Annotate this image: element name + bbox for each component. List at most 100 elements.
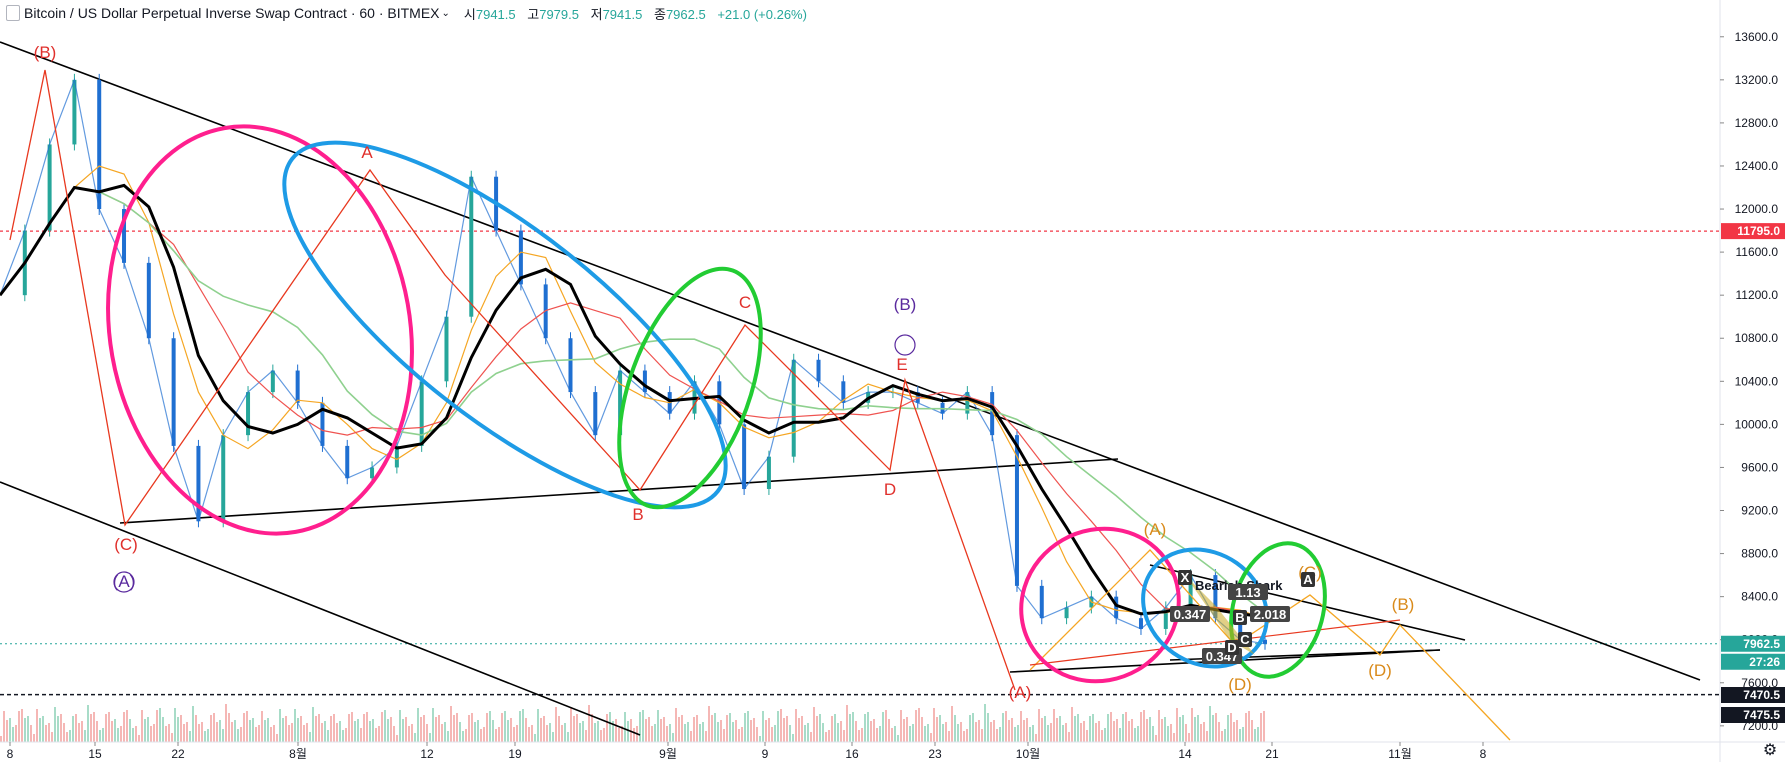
change-value: +21.0 (+0.26%) (717, 6, 807, 22)
pattern-point (1301, 572, 1315, 587)
volume-bar (162, 717, 164, 742)
volume-bar (774, 725, 776, 742)
volume-bar (1200, 724, 1202, 742)
volume-bar (1002, 713, 1004, 742)
volume-bar (753, 718, 755, 742)
volume-bar (321, 723, 323, 742)
volume-bar (339, 721, 341, 742)
x-tick-label: 15 (88, 747, 102, 761)
gear-icon[interactable]: ⚙ (1762, 742, 1778, 759)
volume-bar (876, 728, 878, 742)
volume-bar (84, 730, 86, 742)
volume-bar (597, 721, 599, 742)
ma-black (0, 183, 1266, 619)
volume-bar (51, 732, 53, 742)
pattern-point (1233, 610, 1247, 625)
volume-bar (300, 716, 302, 742)
volume-bar (243, 713, 245, 742)
volume-bar (567, 732, 569, 742)
volume-bar (792, 734, 794, 742)
volume-bar (156, 710, 158, 742)
price-axis[interactable]: 13600.0 13200.0 12800.0 12400.0 12000.0 11600… (1719, 0, 1785, 762)
volume-bar (24, 718, 26, 742)
volume-bar (378, 726, 380, 742)
ratio-label: 2.018 (1254, 607, 1287, 622)
volume-bar (828, 730, 830, 742)
pattern-point-label: A (1303, 572, 1313, 587)
volume-bar (246, 711, 248, 742)
volume-bar (1224, 729, 1226, 742)
volume-bar (240, 727, 242, 742)
symbol-icon[interactable] (6, 5, 20, 21)
y-tick-label: 12400.0 (1735, 159, 1779, 173)
wave-label: D (884, 480, 896, 499)
volume-bar (1260, 713, 1262, 742)
volume-bar (267, 718, 269, 742)
volume-bar (714, 713, 716, 742)
volume-bar (1131, 719, 1133, 742)
volume-bar (1014, 727, 1016, 742)
volume-bar (429, 733, 431, 742)
volume-bar (1143, 710, 1145, 742)
volume-bar (1125, 712, 1127, 742)
chevron-down-icon[interactable]: ⌄ (441, 7, 450, 19)
candle-body (1138, 618, 1143, 629)
wave-label: C (739, 293, 751, 312)
volume-bar (330, 716, 332, 742)
wave-label: (A) (1144, 520, 1167, 539)
volume-bar (1209, 706, 1211, 742)
volume-bar (414, 733, 416, 742)
volume-bar (351, 712, 353, 742)
volume-bar (969, 715, 971, 742)
candle-body (196, 445, 201, 522)
volume-bar (1227, 715, 1229, 742)
volume-bar (1197, 715, 1199, 742)
volume-bar (1149, 717, 1151, 742)
volume-bar (654, 724, 656, 742)
time-axis[interactable]: 8 15 22 8월 12 19 9월 9 16 23 10월 14 21 11월 8 (0, 741, 1785, 761)
volume-bar (594, 723, 596, 742)
volume-bar (1134, 728, 1136, 742)
volume-bar (27, 716, 29, 742)
volume-bar (588, 705, 590, 742)
volume-bar (63, 723, 65, 742)
candle-body (791, 359, 796, 457)
circled-marker (113, 571, 135, 593)
volume-bar (438, 715, 440, 742)
volume-bar (483, 727, 485, 742)
candle-body (766, 456, 771, 489)
volume-bar (789, 725, 791, 742)
candle-body (72, 79, 77, 145)
volume-bar (663, 717, 665, 742)
volume-bar (1176, 708, 1178, 742)
volume-bar (1062, 725, 1064, 742)
volume-bar (1161, 719, 1163, 742)
symbol-title[interactable]: Bitcoin / US Dollar Perpetual Inverse Sw… (24, 5, 440, 21)
candle-body (1163, 607, 1168, 629)
volume-bar (825, 732, 827, 742)
volume-bar (750, 720, 752, 742)
volume-bar (144, 719, 146, 742)
candle-body (841, 381, 846, 403)
volume-bar (534, 734, 536, 742)
candle-body (1039, 585, 1044, 619)
volume-bar (681, 715, 683, 742)
volume-bar (279, 709, 281, 742)
open-value: 7941.5 (475, 6, 516, 22)
volume-bar (501, 713, 503, 742)
x-tick-label: 22 (171, 747, 185, 761)
volume-bar (510, 718, 512, 742)
volume-bar (78, 723, 80, 742)
volume-bar (1041, 718, 1043, 742)
volume-bar (69, 730, 71, 742)
volume-bar (1242, 727, 1244, 742)
open-label: 시 (463, 6, 476, 22)
volume-bar (258, 725, 260, 742)
wave-red (9, 69, 1016, 691)
price-series (0, 73, 1267, 650)
volume-bar (126, 710, 128, 742)
volume-bar (699, 724, 701, 742)
volume-bar (396, 735, 398, 742)
